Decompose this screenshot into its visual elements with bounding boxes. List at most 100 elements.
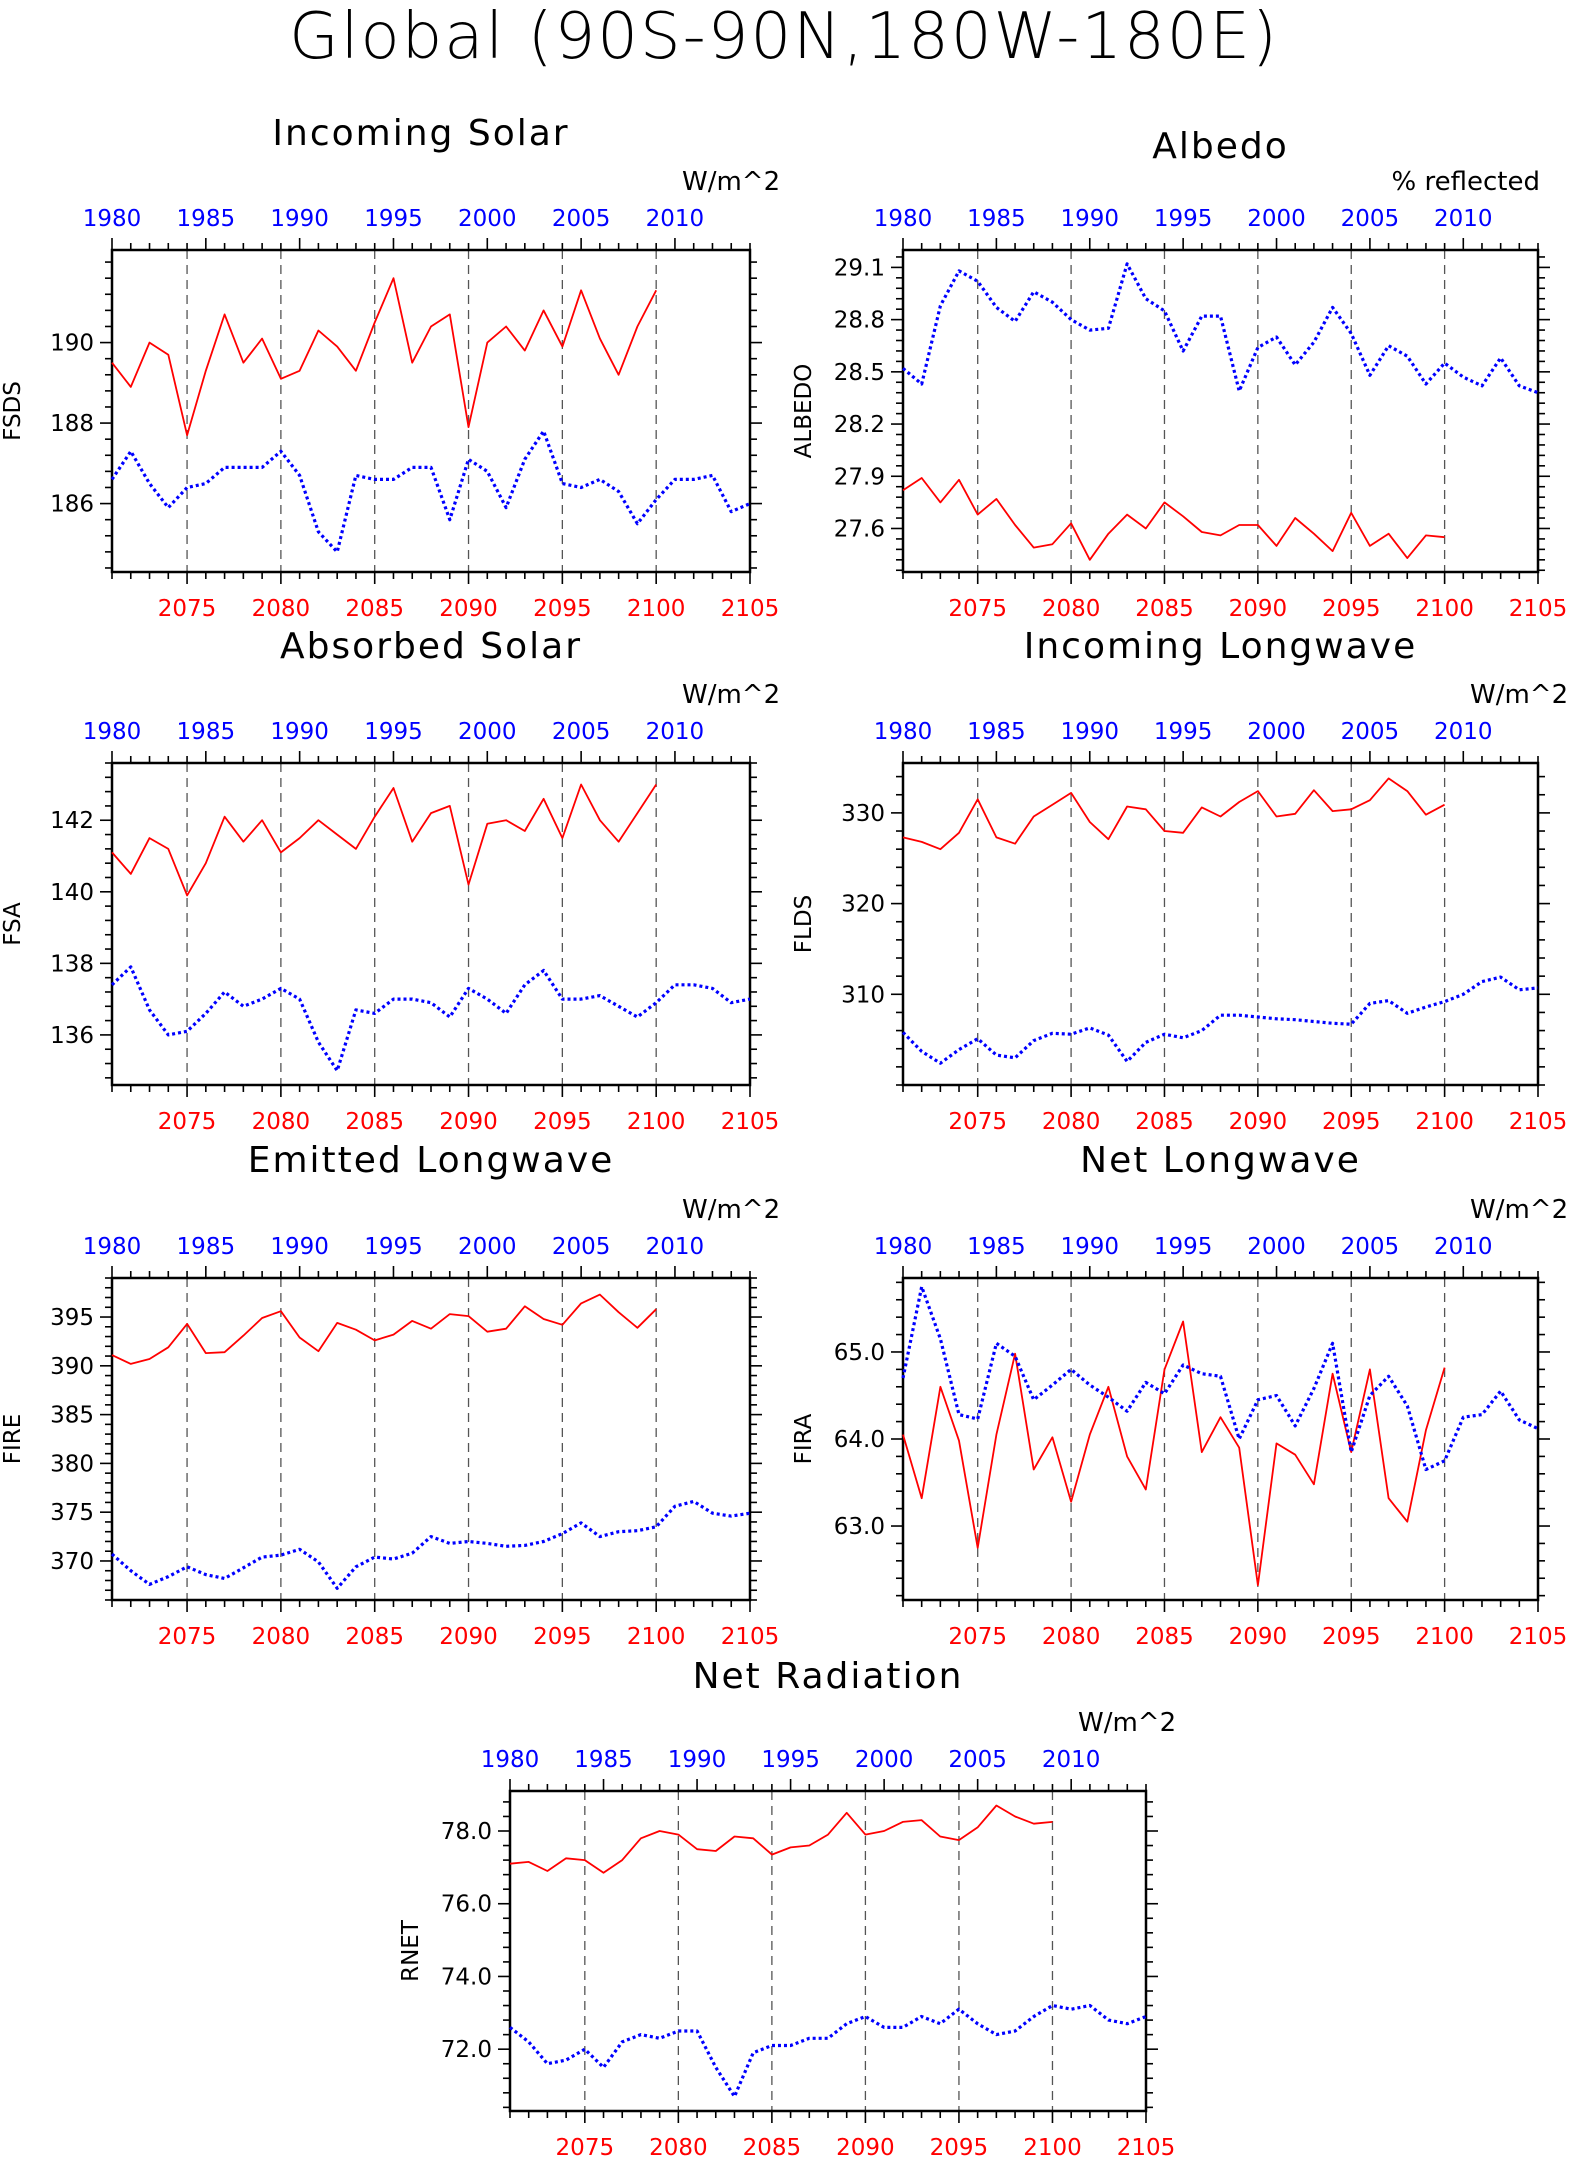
x-bottom-tick-label: 2100	[627, 596, 686, 622]
x-top-tick-label: 2000	[458, 206, 517, 232]
x-top-tick-label: 1995	[1154, 719, 1213, 745]
x-top-tick-label: 2010	[646, 719, 705, 745]
series-line-blue	[110, 965, 751, 1073]
units-label: W/m^2	[682, 680, 780, 710]
x-top-tick-label: 2000	[1247, 719, 1306, 745]
y-tick-label: 390	[50, 1354, 94, 1380]
units-label: W/m^2	[1470, 680, 1568, 710]
x-bottom-tick-label: 2105	[721, 1109, 780, 1135]
x-bottom-tick-label: 2090	[1229, 1624, 1288, 1650]
chart-panel-albedo: Albedo % reflected 2075 2080 2085 2090 2095 210…	[791, 126, 1567, 622]
plot-frame	[901, 248, 1540, 574]
x-bottom-tick-label: 2085	[743, 2135, 802, 2160]
x-top-tick-label: 1985	[967, 1234, 1026, 1260]
chart-panel-fire: Emitted Longwave W/m^2 2075 2080 2085 2090 209…	[0, 1140, 780, 1650]
chart-title: Net Radiation	[693, 1656, 964, 1697]
units-label: W/m^2	[682, 1195, 780, 1225]
y-tick-label: 188	[50, 411, 94, 437]
plot-frame	[110, 248, 752, 574]
x-top-tick-label: 2000	[1247, 206, 1306, 232]
series-line-blue	[901, 1285, 1539, 1472]
y-axis-label: FIRA	[791, 1413, 817, 1464]
y-tick-label: 186	[50, 492, 94, 518]
x-bottom-tick-label: 2085	[1135, 596, 1194, 622]
y-tick-label: 395	[50, 1305, 94, 1331]
y-tick-label: 142	[50, 808, 94, 834]
x-bottom-tick-label: 2095	[1322, 596, 1381, 622]
x-bottom-tick-label: 2095	[533, 596, 592, 622]
y-tick-label: 76.0	[441, 1892, 492, 1918]
series-line-blue	[509, 2003, 1147, 2099]
x-bottom-tick-label: 2075	[556, 2135, 615, 2160]
units-label: W/m^2	[682, 167, 780, 197]
series-line-blue	[110, 1499, 751, 1590]
series-line-blue	[110, 429, 751, 554]
x-bottom-tick-label: 2105	[721, 1624, 780, 1650]
x-top-tick-label: 2010	[1042, 1747, 1101, 1773]
y-tick-label: 72.0	[441, 2037, 492, 2063]
y-tick-label: 65.0	[834, 1340, 885, 1366]
x-top-tick-label: 2005	[552, 1234, 611, 1260]
x-bottom-tick-label: 2080	[252, 1109, 311, 1135]
x-top-tick-label: 1980	[83, 206, 142, 232]
plot-frame	[110, 1276, 752, 1602]
x-bottom-tick-label: 2090	[1229, 1109, 1288, 1135]
x-top-tick-label: 2010	[646, 206, 705, 232]
units-label: W/m^2	[1470, 1195, 1568, 1225]
chart-title: Incoming Longwave	[1024, 626, 1418, 667]
chart-panel-flds: Incoming Longwave W/m^2 2075 2080 2085 2090 20…	[791, 626, 1568, 1135]
x-bottom-tick-label: 2080	[1042, 1109, 1101, 1135]
x-top-tick-label: 2000	[1247, 1234, 1306, 1260]
y-tick-label: 190	[50, 331, 94, 357]
y-axis-label: ALBEDO	[791, 364, 817, 459]
y-tick-label: 27.9	[834, 464, 885, 490]
x-top-tick-label: 1985	[177, 1234, 236, 1260]
y-tick-label: 310	[841, 982, 885, 1008]
x-top-tick-label: 1995	[761, 1747, 820, 1773]
x-top-tick-label: 2005	[552, 206, 611, 232]
x-top-tick-label: 1990	[270, 206, 329, 232]
x-bottom-tick-label: 2075	[948, 596, 1007, 622]
y-axis-label: FLDS	[791, 895, 817, 953]
x-bottom-tick-label: 2090	[1229, 596, 1288, 622]
x-top-tick-label: 2000	[458, 1234, 517, 1260]
chart-title: Albedo	[1152, 126, 1289, 167]
x-bottom-tick-label: 2085	[345, 1109, 404, 1135]
y-tick-label: 29.1	[834, 255, 885, 281]
x-bottom-tick-label: 2090	[439, 596, 498, 622]
x-bottom-tick-label: 2090	[836, 2135, 895, 2160]
chart-panel-fsa: Absorbed Solar W/m^2 2075 2080 2085 2090 2095 2…	[0, 626, 780, 1135]
x-top-tick-label: 1985	[177, 206, 236, 232]
x-top-tick-label: 1990	[1060, 1234, 1119, 1260]
y-tick-label: 28.2	[834, 412, 885, 438]
x-top-tick-label: 1985	[967, 719, 1026, 745]
x-bottom-tick-label: 2085	[1135, 1109, 1194, 1135]
chart-panel-rnet: Net Radiation W/m^2 2075 2080 2085 2090 2095 21…	[398, 1656, 1176, 2160]
units-label: W/m^2	[1078, 1708, 1176, 1738]
x-top-tick-label: 2010	[1434, 719, 1493, 745]
x-top-tick-label: 1990	[668, 1747, 727, 1773]
x-top-tick-label: 1985	[574, 1747, 633, 1773]
x-bottom-tick-label: 2080	[252, 596, 311, 622]
y-tick-label: 370	[50, 1549, 94, 1575]
y-axis-label: RNET	[398, 1919, 424, 1982]
y-tick-label: 136	[50, 1023, 94, 1049]
x-top-tick-label: 2000	[855, 1747, 914, 1773]
x-top-tick-label: 1990	[270, 1234, 329, 1260]
x-bottom-tick-label: 2075	[948, 1624, 1007, 1650]
plot-frame	[508, 1789, 1148, 2113]
chart-title: Net Longwave	[1080, 1140, 1361, 1181]
x-bottom-tick-label: 2075	[158, 1109, 217, 1135]
x-bottom-tick-label: 2095	[533, 1109, 592, 1135]
y-tick-label: 27.6	[834, 516, 885, 542]
x-top-tick-label: 1980	[874, 719, 933, 745]
x-top-tick-label: 1980	[874, 206, 933, 232]
chart-title: Emitted Longwave	[248, 1140, 615, 1181]
chart-panel-fira: Net Longwave W/m^2 2075 2080 2085 2090 2095 210…	[791, 1140, 1568, 1650]
series-line-red	[111, 1293, 657, 1365]
y-tick-label: 28.5	[834, 360, 885, 386]
x-bottom-tick-label: 2085	[345, 1624, 404, 1650]
x-bottom-tick-label: 2080	[1042, 1624, 1101, 1650]
x-bottom-tick-label: 2100	[1415, 596, 1474, 622]
